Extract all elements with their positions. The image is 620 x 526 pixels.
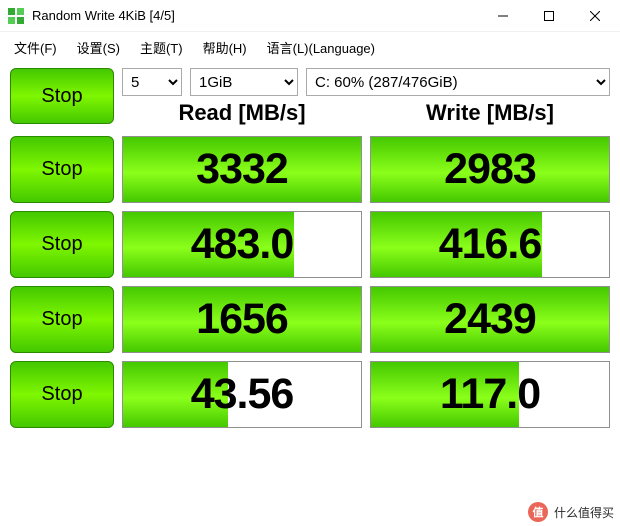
result-row: Stop 43.56 117.0 (10, 361, 610, 428)
window-title: Random Write 4KiB [4/5] (32, 8, 480, 23)
results-table: Stop 3332 2983 Stop 483.0 (10, 136, 610, 428)
menu-file[interactable]: 文件(F) (4, 34, 67, 61)
result-row: Stop 3332 2983 (10, 136, 610, 203)
read-cell: 3332 (122, 136, 362, 203)
top-row: Stop 5 1GiB C: 60% (287/476GiB) Read [MB… (10, 68, 610, 128)
stop-button-seq[interactable]: Stop (10, 136, 114, 203)
watermark-text: 什么值得买 (554, 504, 614, 521)
drive-select[interactable]: C: 60% (287/476GiB) (306, 68, 610, 96)
menu-bar: 文件(F) 设置(S) 主题(T) 帮助(H) 语言(L)(Language) (0, 32, 620, 62)
write-value: 416.6 (439, 220, 542, 269)
write-cell: 2439 (370, 286, 610, 353)
read-value: 43.56 (191, 370, 294, 419)
result-row: Stop 1656 2439 (10, 286, 610, 353)
watermark: 值 什么值得买 (528, 502, 614, 522)
menu-settings[interactable]: 设置(S) (67, 34, 130, 61)
menu-language[interactable]: 语言(L)(Language) (257, 34, 385, 61)
write-cell: 2983 (370, 136, 610, 203)
header-read: Read [MB/s] (122, 100, 362, 126)
window-controls (480, 1, 618, 31)
result-row: Stop 483.0 416.6 (10, 211, 610, 278)
header-write: Write [MB/s] (370, 100, 610, 126)
read-value: 483.0 (191, 220, 294, 269)
maximize-button[interactable] (526, 1, 572, 31)
main-panel: Stop 5 1GiB C: 60% (287/476GiB) Read [MB… (0, 62, 620, 442)
title-bar: Random Write 4KiB [4/5] (0, 0, 620, 32)
write-value: 117.0 (440, 370, 540, 419)
app-icon (8, 8, 24, 24)
read-cell: 1656 (122, 286, 362, 353)
menu-theme[interactable]: 主题(T) (130, 34, 193, 61)
stop-button-all[interactable]: Stop (10, 68, 114, 124)
stop-button-4kq32[interactable]: Stop (10, 361, 114, 428)
minimize-button[interactable] (480, 1, 526, 31)
write-value: 2439 (444, 295, 536, 344)
read-value: 3332 (196, 145, 288, 194)
write-value: 2983 (444, 145, 536, 194)
menu-help[interactable]: 帮助(H) (193, 34, 257, 61)
close-button[interactable] (572, 1, 618, 31)
write-cell: 117.0 (370, 361, 610, 428)
watermark-badge: 值 (528, 502, 548, 522)
read-value: 1656 (196, 295, 288, 344)
size-select[interactable]: 1GiB (190, 68, 298, 96)
column-headers: Read [MB/s] Write [MB/s] (122, 100, 610, 128)
loops-select[interactable]: 5 (122, 68, 182, 96)
write-cell: 416.6 (370, 211, 610, 278)
read-cell: 483.0 (122, 211, 362, 278)
top-controls: 5 1GiB C: 60% (287/476GiB) (122, 68, 610, 96)
read-cell: 43.56 (122, 361, 362, 428)
stop-button-4k[interactable]: Stop (10, 211, 114, 278)
stop-button-seqq32[interactable]: Stop (10, 286, 114, 353)
